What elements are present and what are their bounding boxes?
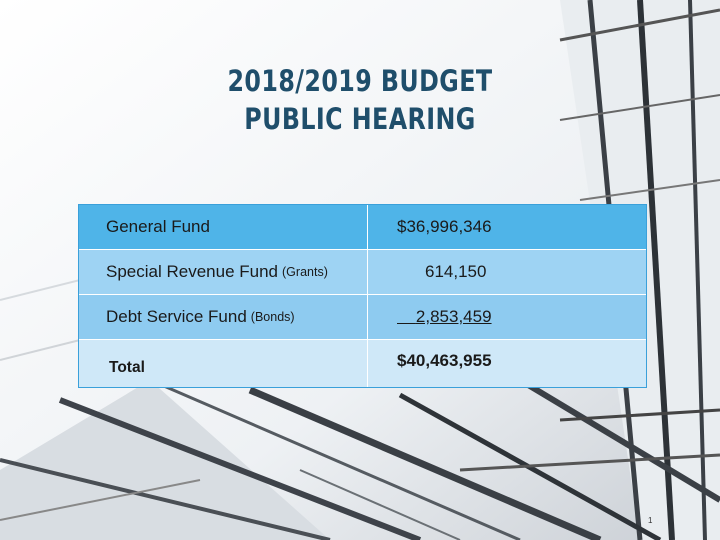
table-row-special-revenue-fund: Special Revenue Fund (Grants) 614,150 (79, 250, 646, 295)
total-amount-cell: $40,463,955 (368, 340, 646, 387)
fund-amount: $36,996,346 (397, 217, 492, 236)
slide-number: 1 (648, 516, 653, 525)
total-label-cell: Total (79, 340, 368, 387)
fund-label: Special Revenue Fund (106, 262, 279, 281)
table-row-general-fund: General Fund $36,996,346 (79, 205, 646, 250)
total-label: Total (109, 358, 145, 376)
total-amount: $40,463,955 (397, 350, 492, 370)
table-row-total: Total $40,463,955 (79, 340, 646, 387)
slide-title: 2018/2019 BUDGET PUBLIC HEARING (65, 62, 655, 138)
fund-note: (Grants) (282, 265, 328, 279)
title-line-1: 2018/2019 BUDGET (227, 64, 493, 98)
fund-note: (Bonds) (250, 310, 295, 324)
fund-amount-cell: 614,150 (368, 250, 646, 294)
budget-table: General Fund $36,996,346 Special Revenue… (78, 204, 647, 388)
table-row-debt-service-fund: Debt Service Fund (Bonds) 2,853,459 (79, 295, 646, 340)
fund-amount-cell: 2,853,459 (368, 295, 646, 339)
fund-label: General Fund (106, 217, 210, 236)
fund-label-cell: Special Revenue Fund (Grants) (79, 250, 368, 294)
fund-amount: 614,150 (425, 262, 487, 281)
fund-amount: 2,853,459 (415, 307, 492, 326)
fund-label-cell: General Fund (79, 205, 368, 249)
fund-label-cell: Debt Service Fund (Bonds) (79, 295, 368, 339)
fund-amount-cell: $36,996,346 (368, 205, 646, 249)
fund-label: Debt Service Fund (106, 307, 247, 326)
title-line-2: PUBLIC HEARING (244, 102, 476, 136)
